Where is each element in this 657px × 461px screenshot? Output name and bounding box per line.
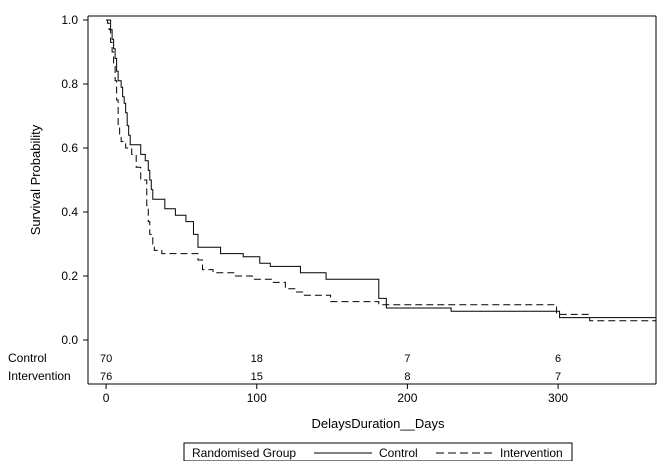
risk-count: 6 (555, 353, 561, 365)
legend-box (183, 442, 573, 461)
legend-label-intervention: Intervention (500, 446, 563, 460)
x-tick-label: 100 (247, 391, 267, 405)
x-axis-label: DelaysDuration__Days (312, 416, 445, 431)
legend-label-control: Control (379, 446, 418, 460)
risk-count: 8 (404, 371, 410, 383)
x-tick-label: 200 (397, 391, 417, 405)
risk-row-label: Intervention (8, 369, 71, 383)
risk-count: 15 (251, 371, 263, 383)
x-tick-label: 0 (103, 391, 110, 405)
y-axis-label: Survival Probability (28, 124, 43, 235)
risk-row-label: Control (8, 351, 47, 365)
y-tick-label: 0.4 (61, 205, 78, 219)
risk-count: 7 (555, 371, 561, 383)
y-tick-label: 0.6 (61, 141, 78, 155)
legend: Randomised Group Control Intervention (183, 442, 573, 461)
legend-title: Randomised Group (192, 446, 296, 460)
risk-count: 70 (100, 353, 112, 365)
y-tick-label: 0.8 (61, 77, 78, 91)
risk-count: 18 (251, 353, 263, 365)
y-tick-label: 0.2 (61, 269, 78, 283)
risk-count: 7 (404, 353, 410, 365)
series-line-intervention (106, 19, 656, 322)
survival-curves (106, 19, 656, 322)
y-tick-group: 0.0 0.2 0.4 0.6 0.8 1.0 (61, 13, 88, 347)
risk-count: 76 (100, 371, 112, 383)
x-tick-label: 300 (548, 391, 568, 405)
y-tick-label: 1.0 (61, 13, 78, 27)
x-tick-group: 0 100 200 300 (103, 384, 568, 405)
series-line-control (106, 19, 656, 319)
y-tick-label: 0.0 (61, 333, 78, 347)
